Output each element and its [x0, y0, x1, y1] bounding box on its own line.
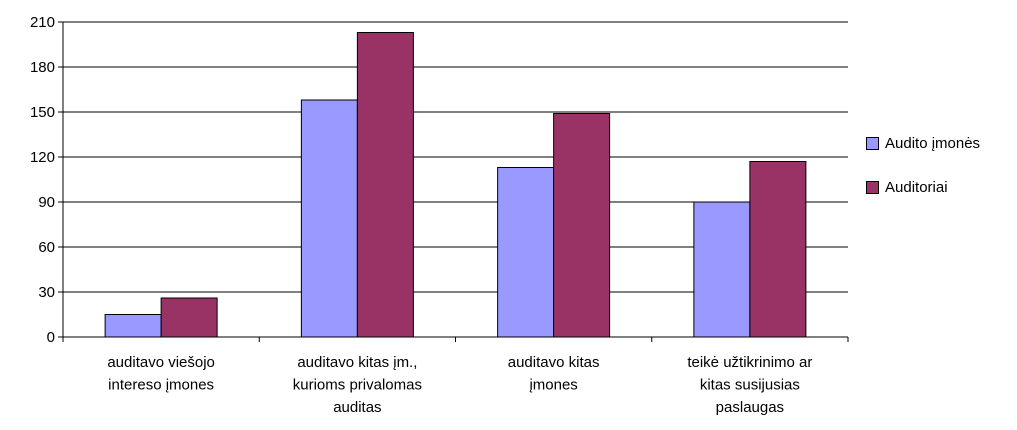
legend: Audito įmonės Auditoriai	[866, 133, 980, 221]
y-tick-label: 150	[30, 104, 55, 121]
y-tick-label: 60	[38, 239, 55, 256]
legend-swatch-series-1	[866, 136, 879, 150]
bar-1-4	[693, 201, 751, 338]
bar-2-1	[160, 297, 218, 338]
y-tick-label: 30	[38, 284, 55, 301]
legend-swatch-series-2	[866, 180, 879, 194]
x-tick-label: teikė užtikrinimo ar kitas susijusias pasl…	[687, 354, 812, 416]
axes	[62, 22, 849, 342]
legend-label-series-1: Audito įmonės	[885, 134, 981, 152]
y-tick-label: 120	[30, 149, 55, 166]
bar-2-4	[749, 161, 807, 338]
y-tick-label: 90	[38, 194, 55, 211]
bar-1-1	[104, 314, 162, 338]
y-tick-label: 180	[30, 59, 55, 76]
legend-item-series-2: Auditoriai	[866, 177, 980, 197]
bar-1-3	[497, 167, 555, 338]
legend-label-series-2: Auditoriai	[885, 178, 948, 196]
x-tick-label: auditavo kitas įmones	[508, 354, 600, 394]
y-tick-label: 210	[30, 14, 55, 31]
bar-2-2	[356, 32, 414, 338]
y-axis-ticks: 0 30 60 90 120 150 180 210	[30, 14, 63, 346]
y-tick-label: 0	[47, 329, 55, 346]
bar-1-2	[300, 99, 358, 338]
bars	[104, 32, 807, 338]
bar-2-3	[553, 113, 611, 338]
x-tick-label: auditavo viešojo intereso įmones	[107, 354, 215, 394]
legend-item-series-1: Audito įmonės	[866, 133, 980, 153]
x-axis-labels: auditavo viešojo intereso įmones auditavo …	[107, 354, 812, 416]
x-tick-label: auditavo kitas įm., kurioms privalomas aud…	[293, 354, 422, 416]
gridlines	[63, 21, 848, 293]
